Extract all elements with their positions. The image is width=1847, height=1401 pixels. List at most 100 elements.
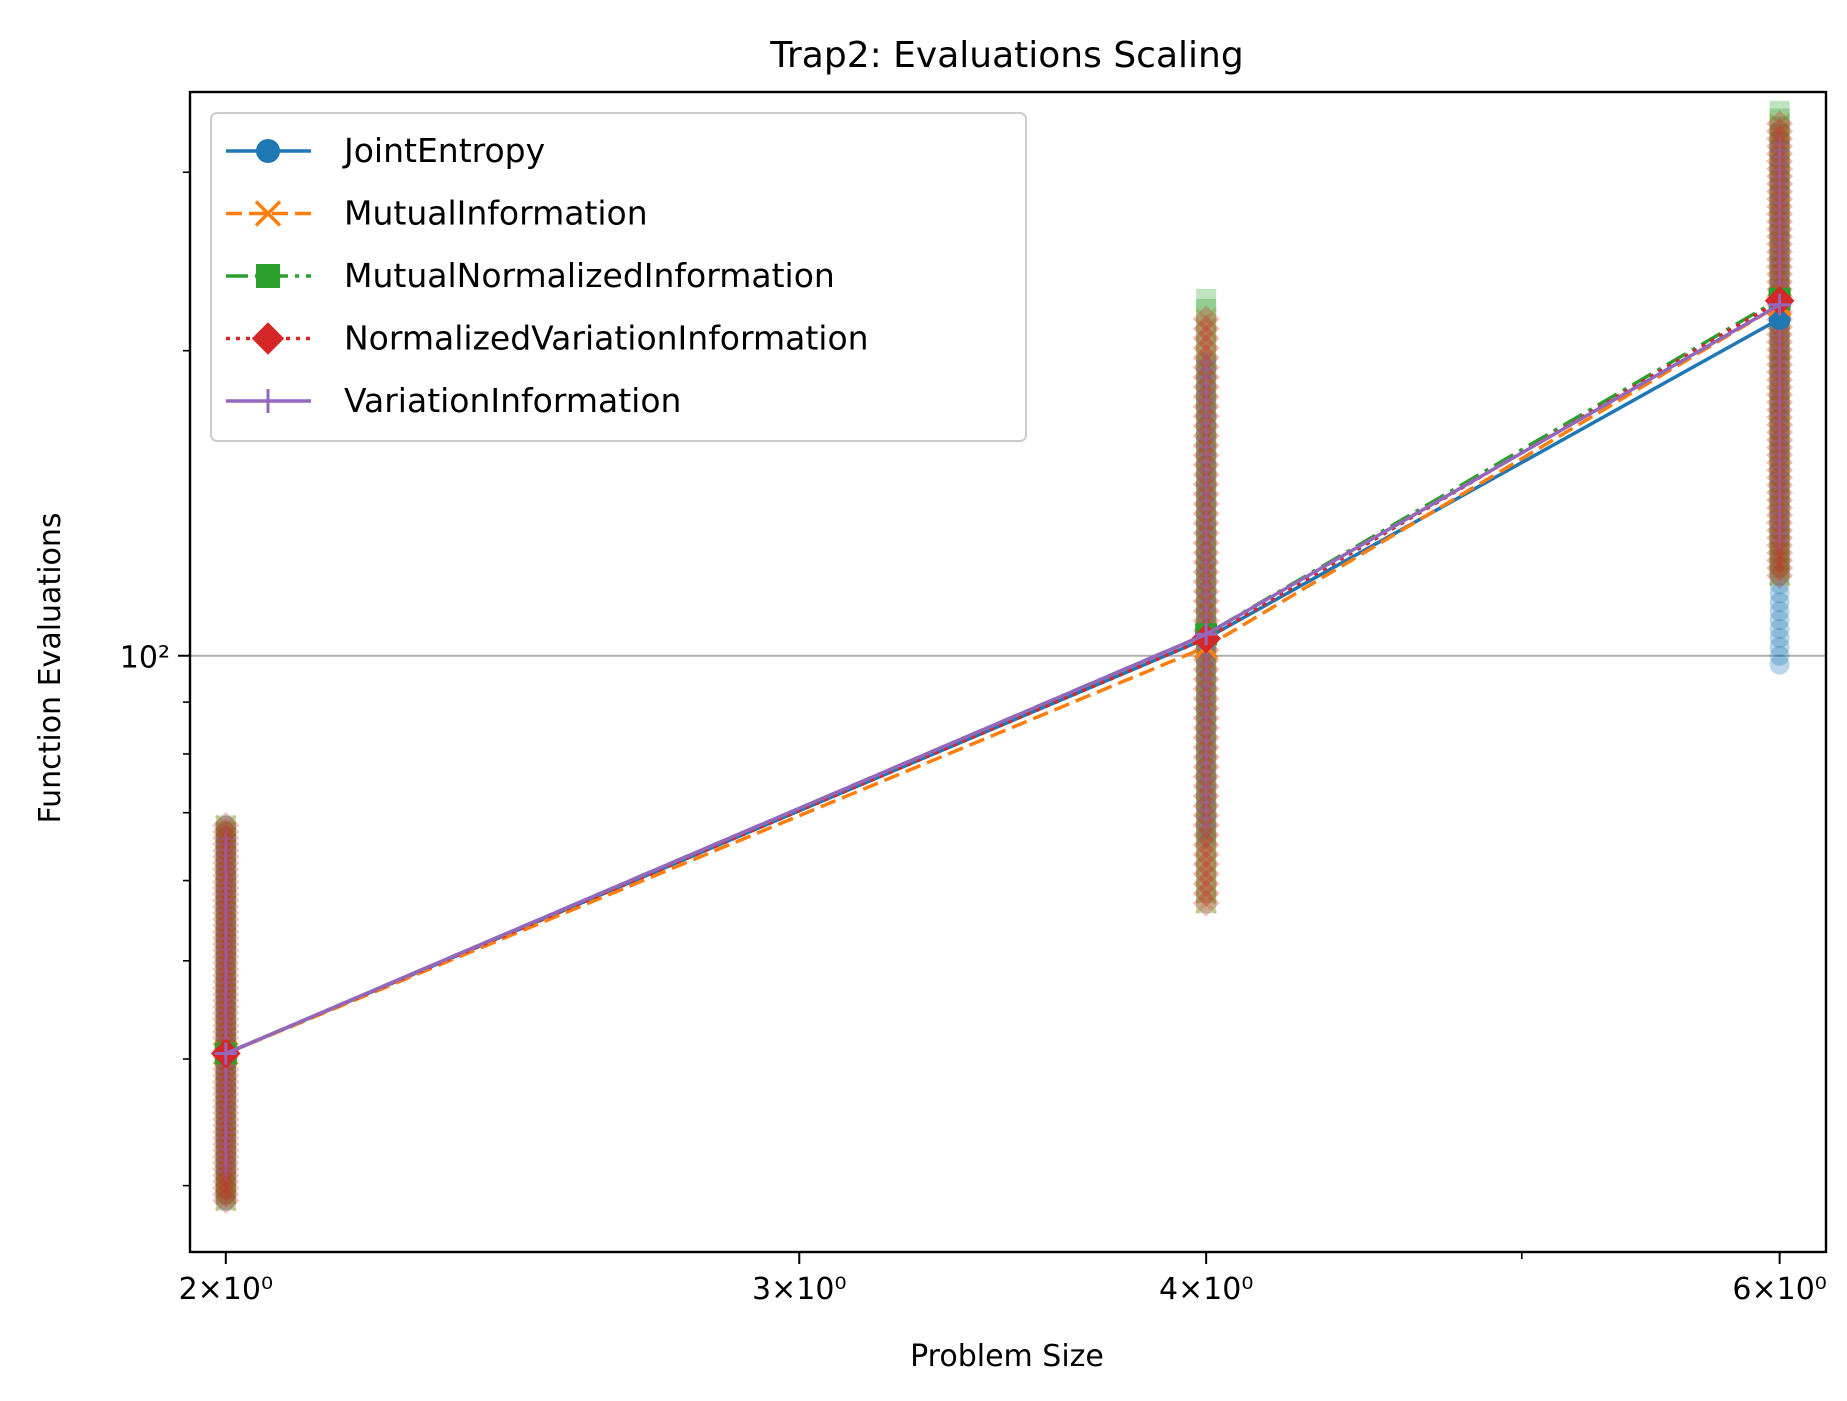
scatter-point: [1769, 371, 1790, 392]
scatter-point: [1769, 398, 1790, 419]
scatter-point: [1196, 510, 1217, 531]
scatter-point: [1768, 165, 1791, 188]
scatter-point: [1196, 677, 1217, 698]
scatter-point: [1196, 800, 1217, 821]
scatter-point: [1769, 526, 1790, 547]
scatter-point: [212, 968, 240, 996]
scatter-point: [215, 890, 236, 911]
scatter-point: [1768, 556, 1791, 580]
x-tick-label: 4×10⁰: [1159, 1272, 1253, 1307]
scatter-point: [1196, 359, 1217, 380]
scatter-point: [215, 990, 236, 1011]
scatter-point: [1196, 359, 1217, 380]
scatter-point: [1769, 332, 1790, 353]
scatter-point: [212, 886, 240, 914]
scatter-point: [1769, 160, 1790, 181]
scatter-point: [215, 1100, 236, 1121]
scatter-point: [1768, 360, 1791, 384]
scatter-point: [215, 827, 236, 848]
scatter-point: [215, 1109, 236, 1130]
scatter-point: [1196, 502, 1217, 523]
scatter-point: [215, 984, 236, 1005]
scatter-point: [1192, 373, 1220, 401]
scatter-point: [1196, 467, 1217, 488]
scatter-point: [215, 867, 236, 888]
scatter-point: [1194, 804, 1218, 827]
scatter-point: [1768, 353, 1791, 376]
scatter-point: [215, 1021, 236, 1042]
scatter-point: [1196, 382, 1217, 403]
scatter-point: [1766, 433, 1794, 461]
legend-label: MutualNormalizedInformation: [344, 256, 835, 295]
scatter-point: [1196, 447, 1217, 468]
scatter-point: [1769, 391, 1790, 412]
scatter-point: [1766, 516, 1794, 544]
scatter-point: [1196, 439, 1217, 460]
scatter-point: [1192, 529, 1220, 557]
scatter-point: [1766, 245, 1794, 273]
scatter-point: [1192, 344, 1220, 372]
scatter-point: [1769, 232, 1790, 253]
scatter-point: [1769, 530, 1790, 551]
scatter-point: [214, 983, 238, 1006]
scatter-point: [1769, 557, 1790, 578]
scatter-point: [214, 832, 238, 856]
scatter-point: [1194, 852, 1218, 876]
scatter-point: [215, 1066, 236, 1087]
scatter-point: [1196, 529, 1217, 550]
scatter-point: [215, 1103, 236, 1124]
scatter-point: [1196, 383, 1217, 404]
scatter-point: [1196, 731, 1217, 752]
scatter-point: [1196, 802, 1217, 823]
scatter-point: [1196, 599, 1217, 620]
scatter-point: [215, 852, 236, 873]
scatter-point: [1196, 745, 1217, 766]
scatter-point: [212, 1087, 240, 1115]
scatter-point: [212, 1093, 240, 1121]
scatter-point: [1769, 173, 1790, 194]
scatter-point: [215, 872, 236, 893]
scatter-point: [1196, 329, 1217, 350]
scatter-point: [215, 884, 236, 905]
scatter-point: [1196, 661, 1217, 682]
scatter-point: [1768, 225, 1791, 248]
scatter-point: [1192, 694, 1220, 722]
scatter-point: [215, 1065, 236, 1086]
scatter-point: [1769, 345, 1790, 366]
scatter-point: [215, 877, 236, 898]
scatter-point: [1196, 398, 1217, 419]
scatter-point: [1769, 209, 1790, 230]
scatter-point: [1196, 552, 1217, 573]
scatter-point: [1766, 441, 1794, 469]
scatter-point: [1196, 550, 1217, 571]
scatter-point: [1769, 265, 1790, 286]
scatter-point: [1766, 321, 1794, 349]
scatter-point: [215, 946, 236, 967]
scatter-point: [1768, 443, 1791, 467]
scatter-point: [1768, 142, 1791, 166]
scatter-point: [214, 976, 238, 1000]
scatter-point: [215, 889, 236, 910]
scatter-point: [1769, 232, 1790, 253]
scatter-point: [1194, 375, 1218, 399]
scatter-point: [215, 871, 236, 892]
scatter-point: [212, 818, 240, 846]
scatter-point: [1769, 255, 1790, 276]
scatter-point: [215, 1084, 236, 1105]
scatter-point: [212, 824, 240, 852]
scatter-point: [215, 1072, 236, 1093]
scatter-point: [1768, 413, 1791, 437]
scatter-point: [215, 839, 236, 860]
scatter-point: [212, 1143, 240, 1171]
scatter-point: [1196, 757, 1217, 778]
series-line: [225, 297, 1781, 1056]
scatter-point: [214, 1176, 238, 1200]
scatter-point: [1196, 298, 1217, 319]
scatter-point: [215, 1128, 236, 1149]
scatter-point: [1194, 560, 1218, 584]
scatter-point: [1192, 402, 1220, 430]
scatter-point: [1769, 521, 1790, 542]
scatter-point: [215, 1165, 236, 1186]
scatter-point: [1766, 403, 1794, 431]
scatter-point: [1196, 671, 1217, 692]
